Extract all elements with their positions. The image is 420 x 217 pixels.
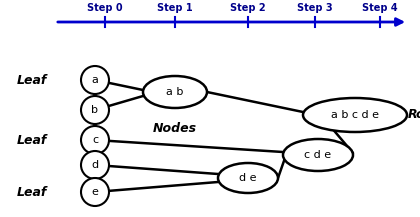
Text: Root: Root [408,108,420,122]
Text: Leaf: Leaf [17,186,47,199]
Ellipse shape [81,66,109,94]
Text: Step 3: Step 3 [297,3,333,13]
Text: Nodes: Nodes [153,122,197,135]
Text: c d e: c d e [304,150,331,160]
Ellipse shape [283,139,353,171]
Text: Step 2: Step 2 [230,3,266,13]
Ellipse shape [303,98,407,132]
Ellipse shape [81,178,109,206]
Text: a b: a b [166,87,184,97]
Text: Step 0: Step 0 [87,3,123,13]
Text: e: e [92,187,98,197]
Text: d e: d e [239,173,257,183]
Text: a: a [92,75,98,85]
Ellipse shape [81,126,109,154]
Text: c: c [92,135,98,145]
Ellipse shape [81,96,109,124]
Text: Step 1: Step 1 [157,3,193,13]
Text: Leaf: Leaf [17,133,47,146]
Text: d: d [92,160,99,170]
Text: Leaf: Leaf [17,74,47,87]
Text: Step 4: Step 4 [362,3,398,13]
Ellipse shape [143,76,207,108]
Text: a b c d e: a b c d e [331,110,379,120]
Ellipse shape [81,151,109,179]
Text: b: b [92,105,99,115]
Ellipse shape [218,163,278,193]
